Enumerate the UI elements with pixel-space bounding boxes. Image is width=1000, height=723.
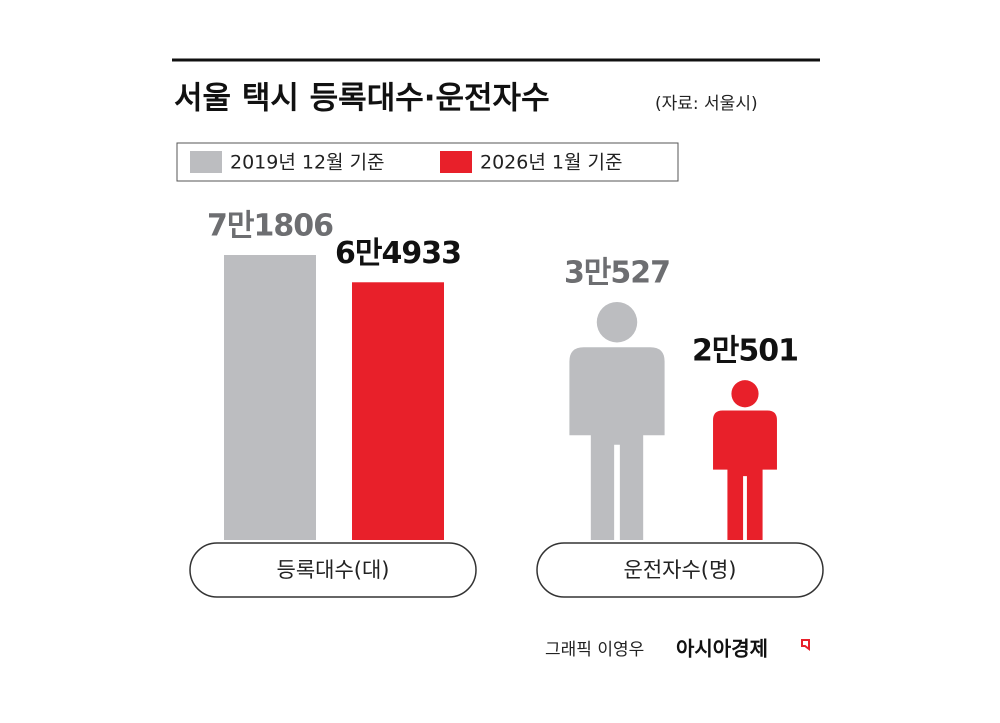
category-pill xyxy=(536,542,824,598)
category-pill xyxy=(189,542,477,598)
bar xyxy=(224,255,316,540)
bar xyxy=(352,282,444,540)
category-label: 등록대수(대) xyxy=(277,558,390,582)
person-icon xyxy=(569,302,665,540)
chart-title: 서울 택시 등록대수·운전자수 xyxy=(174,81,550,117)
footer-credit: 그래픽 이영우 xyxy=(545,640,644,660)
footer-brand: 아시아경제 xyxy=(676,637,768,661)
legend-label: 2019년 12월 기준 xyxy=(230,152,385,174)
value-label: 3만527 xyxy=(564,256,670,291)
legend-swatch xyxy=(190,151,222,173)
category-label: 운전자수(명) xyxy=(624,558,737,582)
person-icon xyxy=(713,380,777,540)
brand-mark xyxy=(801,639,810,651)
value-label: 6만4933 xyxy=(335,236,461,271)
legend-swatch xyxy=(440,151,472,173)
legend-label: 2026년 1월 기준 xyxy=(480,152,622,174)
chart-subtitle: (자료: 서울시) xyxy=(655,94,758,114)
value-label: 2만501 xyxy=(692,334,798,369)
legend-box xyxy=(176,142,679,182)
value-label: 7만1806 xyxy=(207,209,333,244)
